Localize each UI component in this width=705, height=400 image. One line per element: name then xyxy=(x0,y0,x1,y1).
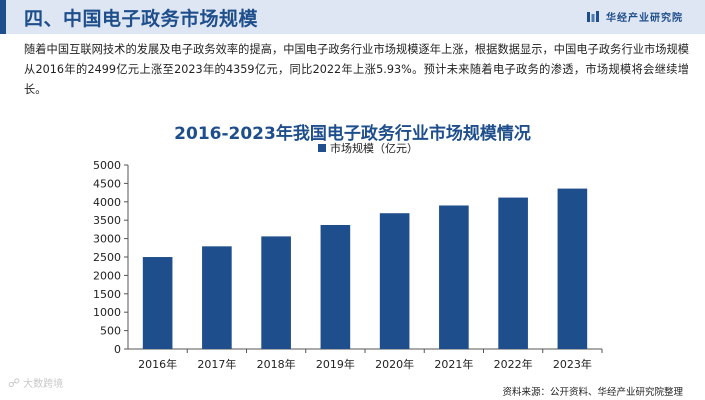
corner-watermark: ☍ 大数跨境 xyxy=(8,375,64,391)
y-tick-label: 2500 xyxy=(93,251,121,264)
chart-axes: 0 500 1000 1500 2000 2500 3000 3500 4000 4500 5000… xyxy=(93,159,603,371)
x-tick-label: 2022年 xyxy=(494,357,533,371)
y-tick-label: 500 xyxy=(100,325,121,338)
y-tick-label: 0 xyxy=(114,343,121,356)
y-tick-label: 1500 xyxy=(93,288,121,301)
x-tick-label: 2017年 xyxy=(197,357,236,371)
page-title: 四、中国电子政务市场规模 xyxy=(24,8,259,30)
brand: 华经产业研究院 xyxy=(586,9,683,24)
y-tick-label: 4000 xyxy=(93,196,121,209)
bar xyxy=(202,246,232,349)
x-tick-label: 2016年 xyxy=(138,357,177,371)
header-accent-bar xyxy=(0,0,6,34)
y-tick-label: 3000 xyxy=(93,233,121,246)
y-tick-label: 5000 xyxy=(93,159,121,172)
bar xyxy=(379,213,410,349)
x-tick-label: 2023年 xyxy=(553,357,592,371)
x-tick-label: 2019年 xyxy=(316,357,355,371)
bar xyxy=(557,188,588,349)
bar xyxy=(142,257,173,349)
x-tick-label: 2021年 xyxy=(434,357,473,371)
brand-name: 华经产业研究院 xyxy=(606,13,683,24)
bar xyxy=(439,205,469,349)
x-tick-label: 2018年 xyxy=(257,357,296,371)
chart-legend: 市场规模（亿元） xyxy=(318,141,418,155)
bar xyxy=(261,236,291,349)
camera-icon: ☍ xyxy=(8,375,21,390)
source-note: 资料来源：公开资料、华经产业研究院整理 xyxy=(502,387,683,398)
intro-paragraph: 随着中国互联网技术的发展及电子政务效率的提高，中国电子政务行业市场规模逐年上涨，… xyxy=(24,43,689,96)
y-tick-label: 2000 xyxy=(93,269,121,282)
legend-swatch xyxy=(318,144,326,152)
y-tick-label: 1000 xyxy=(93,306,121,319)
x-tick-label: 2020年 xyxy=(375,357,414,371)
bar xyxy=(498,197,528,349)
bar xyxy=(320,224,351,349)
y-tick-label: 4500 xyxy=(93,177,121,190)
page-header: 四、中国电子政务市场规模 华经产业研究院 xyxy=(0,0,705,34)
chart-bars xyxy=(142,188,588,349)
y-tick-label: 3500 xyxy=(93,214,121,227)
brand-logo-icon xyxy=(587,10,599,22)
corner-watermark-text: 大数跨境 xyxy=(23,379,64,390)
legend-label: 市场规模（亿元） xyxy=(330,141,418,155)
chart-title: 2016-2023年我国电子政务行业市场规模情况 xyxy=(174,124,531,144)
